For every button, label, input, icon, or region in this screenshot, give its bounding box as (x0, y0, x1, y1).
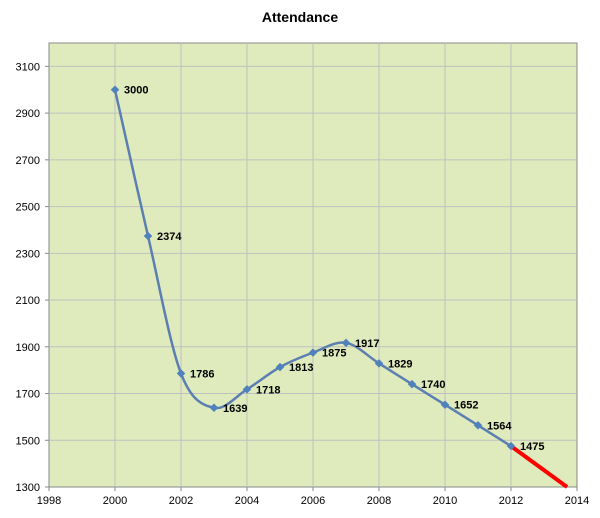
y-tick-label: 3100 (16, 61, 40, 73)
data-point-marker (308, 348, 318, 357)
y-tick-label: 2100 (16, 295, 40, 307)
x-tick-label: 2004 (235, 495, 259, 507)
data-label: 1652 (454, 400, 478, 412)
data-label: 1639 (223, 403, 247, 415)
data-label: 1829 (388, 358, 412, 370)
y-tick-label: 1900 (16, 342, 40, 354)
data-point-marker (407, 379, 417, 389)
data-point-marker (440, 400, 450, 410)
data-point-marker (143, 231, 153, 241)
x-tick-label: 2014 (565, 495, 589, 507)
data-point-marker (176, 369, 186, 378)
x-tick-label: 2008 (367, 495, 391, 507)
data-point-marker (275, 362, 285, 372)
data-label: 1740 (421, 379, 445, 391)
y-tick-label: 2900 (16, 108, 40, 120)
data-label: 1718 (256, 384, 280, 396)
projection-line (509, 444, 569, 489)
y-tick-label: 2700 (16, 155, 40, 167)
data-label: 1917 (355, 338, 379, 350)
data-point-marker (473, 420, 483, 430)
gridlines (49, 43, 577, 487)
x-tick-label: 2010 (433, 495, 457, 507)
data-label: 1786 (190, 368, 214, 380)
data-point-marker (506, 441, 516, 451)
y-tick-label: 1700 (16, 389, 40, 401)
series (110, 85, 569, 489)
data-point-marker (110, 85, 120, 95)
data-point-marker (341, 338, 351, 348)
y-tick-label: 2500 (16, 202, 40, 214)
data-label: 3000 (124, 85, 148, 97)
data-point-marker (242, 384, 252, 394)
x-tick-label: 2000 (103, 495, 127, 507)
data-labels: 3000 2374 1786 1639 1718 1813 1875 1917 1829 1740… (124, 85, 544, 453)
data-point-marker (209, 403, 219, 413)
data-label: 1475 (520, 441, 544, 453)
data-label: 1875 (322, 348, 346, 360)
y-tick-label: 2300 (16, 248, 40, 260)
data-label: 2374 (157, 231, 182, 243)
data-label: 1564 (487, 420, 512, 432)
x-tick-label: 2012 (499, 495, 523, 507)
y-tick-label: 1500 (16, 435, 40, 447)
x-tick-label: 2002 (169, 495, 193, 507)
x-tick-label: 2006 (301, 495, 325, 507)
data-label: 1813 (289, 362, 313, 374)
data-point-marker (374, 359, 384, 368)
chart-title: Attendance (261, 9, 339, 25)
y-tick-label: 1300 (16, 482, 40, 494)
axes: 1300 1500 1700 1900 2100 2300 2500 2700 2900 3100… (16, 61, 590, 507)
x-tick-label: 1998 (37, 495, 61, 507)
